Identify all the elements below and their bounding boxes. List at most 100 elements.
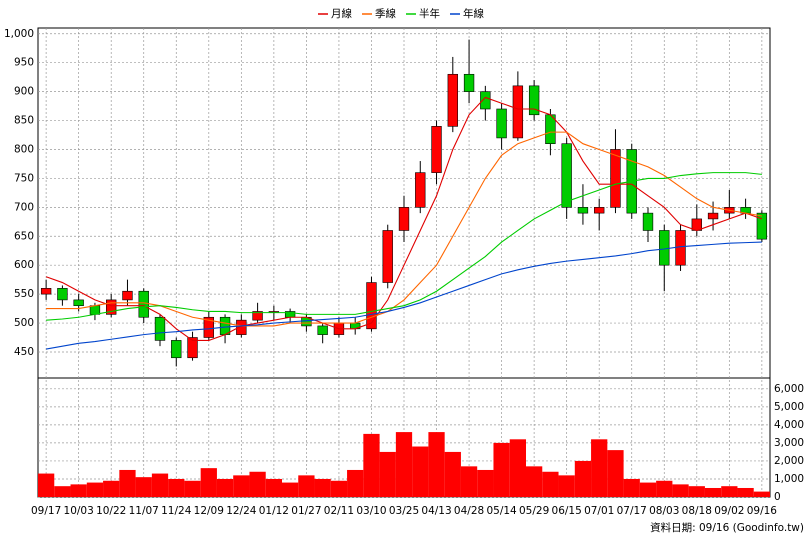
volume-bar [200, 468, 217, 497]
legend-label: 半年 [419, 7, 440, 20]
volume-bar [607, 450, 624, 497]
y-tick-label: 850 [14, 115, 34, 127]
volume-bar [298, 475, 315, 497]
x-tick-label: 11/24 [161, 505, 192, 517]
candle-body [594, 207, 605, 214]
x-tick-label: 08/18 [682, 505, 712, 517]
candle-body [642, 212, 654, 231]
x-tick-label: 04/13 [421, 505, 451, 517]
candle-body [382, 230, 393, 283]
x-tick-label: 09/17 [31, 505, 61, 517]
candle-body [528, 85, 540, 116]
volume-bar [135, 477, 152, 497]
volume-bar [265, 478, 282, 497]
plot-frame [37, 27, 771, 498]
x-tick-label: 10/03 [64, 505, 94, 517]
candle-body [187, 337, 198, 359]
volume-bar [38, 473, 55, 497]
candle-body [480, 91, 491, 110]
volume-bar [542, 471, 559, 497]
y-tick-label: 550 [14, 288, 34, 300]
y-tick-label: 450 [14, 346, 34, 358]
x-tick-label: 06/15 [552, 505, 582, 517]
volume-bar [591, 439, 608, 497]
x-tick-label: 09/02 [714, 505, 744, 517]
moving-average-line [46, 131, 762, 327]
y2-tick-label: 0 [774, 491, 781, 503]
candle-body [40, 288, 52, 295]
candle-body [138, 290, 149, 318]
candle-body [447, 73, 458, 127]
volume-bar [526, 466, 543, 497]
volume-bar [347, 469, 364, 497]
y2-tick-label: 1,000 [774, 473, 804, 485]
y2-tick-label: 4,000 [774, 419, 804, 431]
footnote: 資料日期: 09/16 (Goodinfo.tw) [650, 521, 804, 534]
volume-bar [363, 433, 380, 497]
y-tick-label: 1,000 [4, 28, 34, 40]
x-tick-label: 12/24 [226, 505, 257, 517]
volume-bar [233, 475, 250, 497]
volume-bar [704, 487, 722, 497]
moving-average-line [46, 241, 762, 350]
candle-body [89, 305, 101, 315]
volume-bar [721, 486, 738, 497]
y-tick-label: 900 [14, 86, 34, 98]
x-tick-label: 12/09 [194, 505, 224, 517]
volume-bar [86, 482, 104, 497]
volume-bar [639, 482, 657, 497]
y-tick-label: 700 [14, 201, 34, 213]
candle-body [496, 108, 507, 139]
volume-bar [509, 439, 526, 497]
candle-body [577, 207, 589, 214]
candle-body [431, 126, 442, 173]
candle-body [707, 212, 719, 220]
volume-bar [282, 482, 299, 497]
volume-bar [119, 469, 136, 497]
candle-body [219, 316, 231, 335]
x-tick-label: 05/14 [486, 505, 517, 517]
volume-bar [412, 446, 429, 497]
candle-body [415, 172, 426, 208]
x-tick-label: 10/22 [96, 505, 126, 517]
y-tick-label: 600 [14, 259, 34, 271]
volume-bar [672, 484, 689, 497]
volume-bar [558, 475, 575, 497]
volume-bar [168, 478, 185, 497]
candle-body [398, 207, 410, 231]
y-tick-label: 500 [14, 317, 34, 329]
candle-body [659, 230, 670, 266]
volume-bar [103, 480, 120, 497]
moving-average-line [46, 172, 762, 321]
volume-bar [184, 480, 201, 497]
volume-bar [493, 442, 510, 497]
volume-bar [151, 473, 169, 497]
x-tick-label: 02/11 [324, 505, 354, 517]
x-tick-label: 03/10 [356, 505, 386, 517]
y-tick-label: 800 [14, 143, 34, 155]
volume-bar [574, 460, 592, 497]
volume-bar [737, 487, 754, 497]
y2-tick-label: 2,000 [774, 455, 804, 467]
volume-bar [395, 432, 413, 497]
volume-bar [753, 491, 770, 497]
candle-body [610, 149, 621, 208]
volume-bar [656, 480, 673, 497]
candle-body [366, 282, 377, 330]
volume-bar [216, 478, 234, 497]
candle-body [203, 316, 214, 338]
x-tick-label: 03/25 [389, 505, 419, 517]
legend-label: 月線 [331, 7, 352, 20]
candle-body [675, 230, 686, 266]
y-tick-label: 750 [14, 172, 34, 184]
candle-body [57, 288, 68, 301]
candle-body [512, 85, 524, 139]
volume-bar [70, 484, 87, 497]
candle-body [154, 316, 166, 341]
y-tick-label: 650 [14, 230, 34, 242]
volume-bar [379, 451, 396, 497]
x-tick-label: 07/01 [584, 505, 614, 517]
candle-body [122, 290, 133, 301]
y2-tick-label: 6,000 [774, 383, 804, 395]
